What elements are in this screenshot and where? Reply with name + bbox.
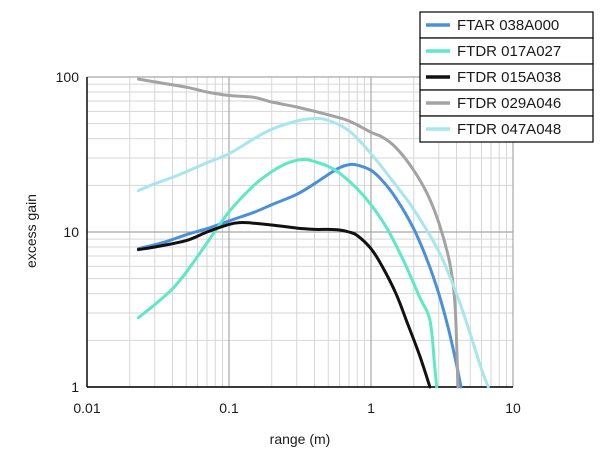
- legend-label: FTDR 047A048: [457, 121, 561, 138]
- y-axis-label: excess gain: [23, 194, 39, 268]
- legend: FTAR 038A000 FTDR 017A027 FTDR 015A038 FTDR…: [419, 11, 594, 143]
- series-line-ftdr-015a038: [136, 221, 432, 389]
- legend-label: FTAR 038A000: [457, 17, 559, 34]
- y-tick-label: 1: [71, 379, 79, 395]
- x-axis-label: range (m): [270, 431, 331, 447]
- series-layer: [136, 77, 490, 389]
- y-tick-label: 10: [63, 224, 79, 240]
- series-line-ftdr-017a027: [136, 158, 439, 389]
- x-tick-label: 10: [505, 400, 521, 416]
- series-line-ftdr-029a046: [136, 77, 460, 389]
- x-tick-label: 1: [367, 400, 375, 416]
- axes: [86, 77, 513, 388]
- x-tick-label: 0.1: [219, 400, 239, 416]
- legend-label: FTDR 017A027: [457, 43, 561, 60]
- legend-label: FTDR 029A046: [457, 95, 561, 112]
- legend-label: FTDR 015A038: [457, 69, 561, 86]
- tick-labels: 0.01 0.1 1 10 1 10 100: [56, 69, 521, 416]
- y-tick-label: 100: [56, 69, 80, 85]
- series-line-ftdr-047a048: [136, 116, 490, 389]
- series-line-ftar-038a000: [136, 162, 463, 389]
- x-tick-label: 0.01: [73, 400, 100, 416]
